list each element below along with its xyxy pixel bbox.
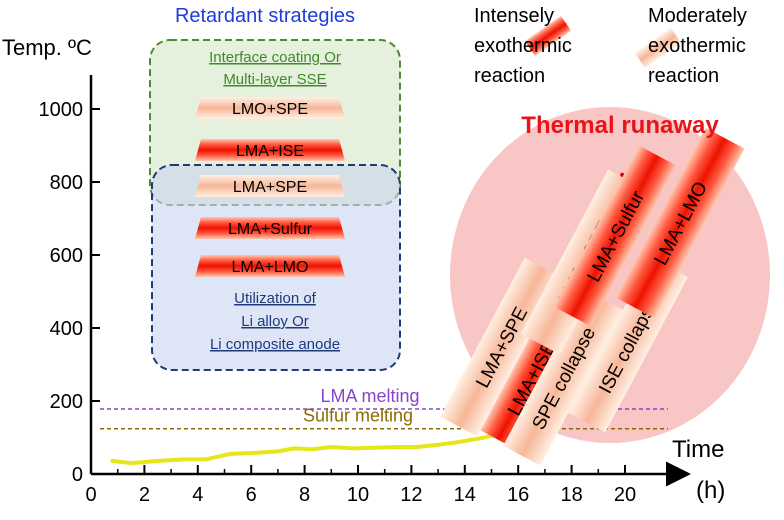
alloy-box-line-2: Li alloy Or bbox=[241, 313, 309, 330]
retardant-bar-label: LMA+Sulfur bbox=[228, 221, 313, 238]
x-tick-label: 18 bbox=[560, 484, 582, 506]
runaway-bar-shape bbox=[503, 290, 623, 466]
retardant-bar-0 bbox=[195, 97, 345, 119]
x-tick-label: 10 bbox=[347, 484, 369, 506]
x-tick-label: 4 bbox=[192, 484, 203, 506]
y-tick-label: 600 bbox=[50, 245, 83, 267]
x-tick-label: 2 bbox=[139, 484, 150, 506]
runaway-bar-shape bbox=[615, 127, 745, 319]
retardant-bar-4 bbox=[195, 255, 345, 277]
y-tick-label: 200 bbox=[50, 391, 83, 413]
x-axis-unit: (h) bbox=[696, 477, 725, 504]
x-tick-label: 12 bbox=[400, 484, 422, 506]
thermal-runaway-label: Thermal runaway bbox=[521, 112, 719, 139]
retardant-bar-label: LMO+SPE bbox=[232, 101, 308, 118]
legend-intense-line-2: exothermic bbox=[474, 35, 572, 57]
legend-moderate-line-2: exothermic bbox=[648, 35, 746, 57]
y-tick-label: 0 bbox=[72, 464, 83, 486]
retardant-bar-1 bbox=[195, 139, 345, 161]
alloy-box-line-1: Utilization of bbox=[234, 290, 317, 307]
ref-label-sulfur: Sulfur melting bbox=[303, 406, 413, 426]
runaway-bar-shape bbox=[553, 145, 677, 327]
legend-swatch-moderate-bar bbox=[634, 28, 682, 68]
x-tick-label: 14 bbox=[454, 484, 476, 506]
runaway-bar-shape bbox=[440, 257, 562, 437]
retardant-bar-2 bbox=[195, 175, 345, 197]
legend-moderate-line-3: reaction bbox=[648, 65, 719, 87]
interface-box-line-1: Interface coating Or bbox=[209, 49, 341, 66]
alloy-box-line-3: Li composite anode bbox=[210, 336, 340, 353]
x-axis-label: Time bbox=[672, 436, 724, 463]
retardant-bar-3 bbox=[195, 217, 345, 239]
retardant-bar-label: LMA+SPE bbox=[233, 179, 307, 196]
legend: Intensely exothermic reaction Moderately… bbox=[474, 5, 747, 87]
legend-swatch-intense-bar bbox=[524, 16, 572, 56]
legend-intense-line-3: reaction bbox=[474, 65, 545, 87]
y-tick-label: 400 bbox=[50, 318, 83, 340]
retardant-bar-label: LMA+ISE bbox=[236, 143, 304, 160]
interface-box-line-2: Multi-layer SSE bbox=[223, 71, 326, 88]
y-tick-label: 1000 bbox=[39, 99, 84, 121]
legend-intense-line-1: Intensely bbox=[474, 5, 554, 27]
chart-title: Retardant strategies bbox=[175, 5, 355, 27]
retardant-bar-label: LMA+LMO bbox=[232, 259, 309, 276]
interface-box bbox=[149, 39, 401, 206]
x-tick-label: 6 bbox=[246, 484, 257, 506]
ref-label-lma: LMA melting bbox=[320, 386, 419, 406]
x-tick-label: 0 bbox=[85, 484, 96, 506]
x-tick-label: 20 bbox=[614, 484, 636, 506]
legend-moderate-line-1: Moderately bbox=[648, 5, 747, 27]
x-tick-label: 16 bbox=[507, 484, 529, 506]
x-tick-label: 8 bbox=[299, 484, 310, 506]
y-tick-label: 800 bbox=[50, 172, 83, 194]
y-axis-label: Temp. ºC bbox=[2, 35, 92, 60]
